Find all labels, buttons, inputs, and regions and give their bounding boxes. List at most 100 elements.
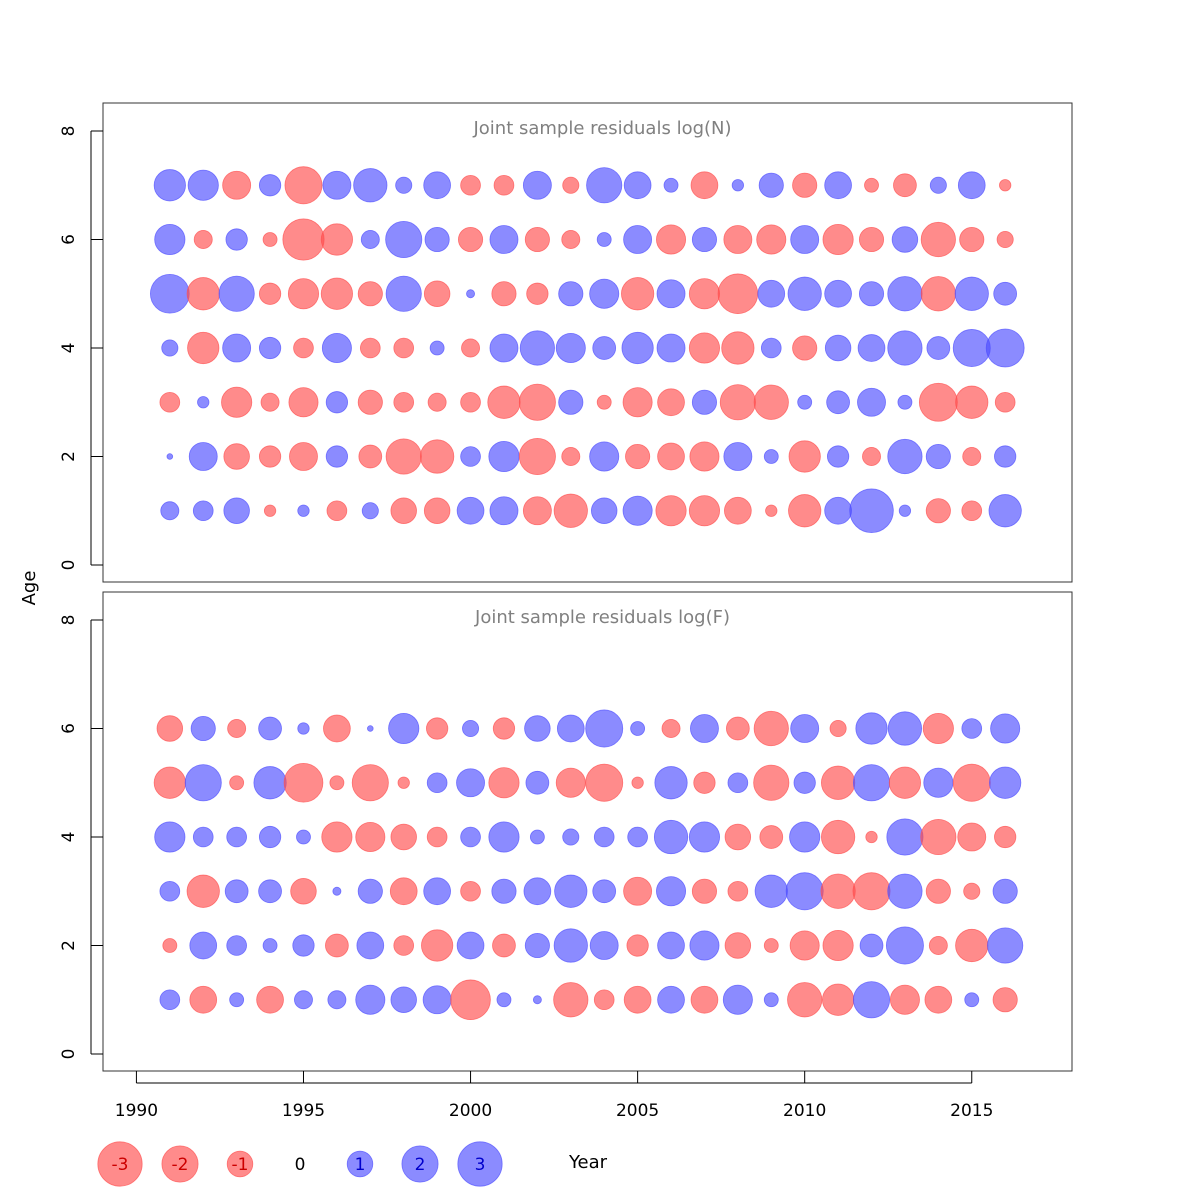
residual-bubble — [288, 387, 319, 418]
residual-bubble — [193, 230, 213, 249]
residual-bubble — [357, 281, 383, 307]
residual-bubble — [258, 825, 282, 849]
residual-bubble — [424, 226, 450, 253]
residual-bubble — [763, 938, 779, 953]
residual-bubble — [553, 928, 588, 963]
residual-bubble — [589, 441, 620, 472]
residual-bubble — [925, 878, 951, 904]
residual-bubble — [887, 438, 923, 475]
residual-bubble — [423, 497, 451, 524]
x-tick-label: 2005 — [616, 1101, 659, 1121]
residual-bubble — [283, 762, 324, 803]
residual-bubble — [289, 442, 318, 471]
residual-bubble — [321, 821, 353, 853]
residual-bubble — [186, 277, 220, 311]
residual-bubble — [562, 828, 580, 846]
residual-bubble — [887, 873, 923, 909]
residual-bubble — [360, 230, 380, 249]
residual-bubble — [327, 990, 347, 1010]
residual-bubble — [258, 879, 282, 904]
panel-title: Joint sample residuals log(F) — [474, 607, 730, 628]
residual-bubble — [727, 880, 749, 902]
residual-bubble — [657, 985, 685, 1014]
residual-bubble — [393, 337, 415, 359]
residual-bubble — [690, 714, 719, 743]
y-tick-label: 8 — [59, 615, 79, 626]
residual-bubble — [657, 931, 685, 960]
residual-bubble — [325, 445, 349, 468]
residual-bubble — [553, 982, 589, 1018]
residual-bubble — [390, 986, 417, 1013]
residual-bubble — [893, 173, 917, 198]
residual-bubble — [753, 384, 789, 420]
residual-bubble — [858, 226, 885, 253]
residual-bubble — [957, 171, 986, 200]
residual-bubble — [853, 981, 891, 1019]
residual-bubble — [586, 167, 623, 204]
residual-bubble — [985, 328, 1025, 368]
residual-bubble — [864, 177, 879, 193]
residual-bubble — [526, 282, 549, 305]
residual-bubble — [826, 390, 850, 415]
residual-bubble — [754, 874, 788, 908]
residual-bubble — [923, 767, 954, 798]
residual-bubble — [996, 230, 1014, 248]
residual-bubble — [690, 171, 719, 200]
residual-bubble — [493, 174, 515, 196]
residual-bubble — [887, 711, 923, 746]
residual-bubble — [525, 770, 550, 795]
residual-bubble — [426, 772, 448, 794]
legend-bubble — [346, 1150, 374, 1178]
residual-bubble — [753, 764, 790, 801]
residual-bubble — [421, 929, 454, 962]
residual-bubble — [918, 382, 958, 422]
residual-bubble — [186, 874, 220, 908]
y-tick-label: 2 — [59, 940, 79, 951]
plot-frame — [102, 591, 1073, 1072]
residual-bubble — [395, 176, 413, 194]
residual-bubble — [731, 179, 744, 192]
residual-bubble — [154, 223, 186, 256]
residual-bubble — [994, 391, 1016, 413]
residual-bubble — [522, 496, 552, 526]
residual-bubble — [654, 766, 688, 800]
y-tick-label: 6 — [59, 723, 79, 734]
residual-bubble — [723, 225, 753, 254]
residual-bubble — [218, 275, 255, 312]
residual-bubble — [258, 445, 282, 468]
residual-bubble — [925, 498, 951, 524]
residual-bubble — [829, 720, 847, 738]
residual-bubble — [154, 821, 186, 853]
residual-bubble — [990, 713, 1021, 744]
residual-bubble — [523, 877, 552, 906]
residual-bubble — [593, 989, 615, 1011]
residual-bubble — [621, 277, 655, 311]
residual-bubble — [926, 336, 951, 360]
residual-bubble — [691, 389, 717, 415]
residual-bubble — [631, 776, 644, 789]
residual-bubble — [223, 443, 250, 470]
residual-bubble — [361, 502, 379, 520]
residual-bubble — [787, 276, 822, 311]
residual-bubble — [353, 168, 388, 203]
residual-bubble — [558, 389, 584, 415]
residual-bubble — [263, 504, 277, 517]
residual-bubble — [555, 767, 586, 798]
residual-bubble — [961, 718, 983, 739]
residual-bubble — [553, 493, 588, 528]
residual-bubble — [492, 933, 516, 958]
residual-bubble — [323, 714, 351, 743]
y-axis: 0 2 4 6 8 — [59, 615, 103, 1059]
residual-bubble — [753, 710, 789, 747]
residual-bubble — [785, 872, 824, 911]
residual-bubble — [529, 829, 545, 845]
residual-bubble — [356, 931, 385, 960]
residual-bubble — [320, 223, 353, 256]
residual-bubble — [358, 444, 383, 469]
legend-bubble — [226, 1150, 254, 1178]
residual-bubble — [821, 819, 856, 855]
residual-bubble — [758, 172, 784, 198]
residual-bubble — [593, 826, 615, 848]
residual-bubble — [466, 289, 476, 299]
legend: -3 -2 -1 0 1 2 3 — [97, 1141, 503, 1187]
